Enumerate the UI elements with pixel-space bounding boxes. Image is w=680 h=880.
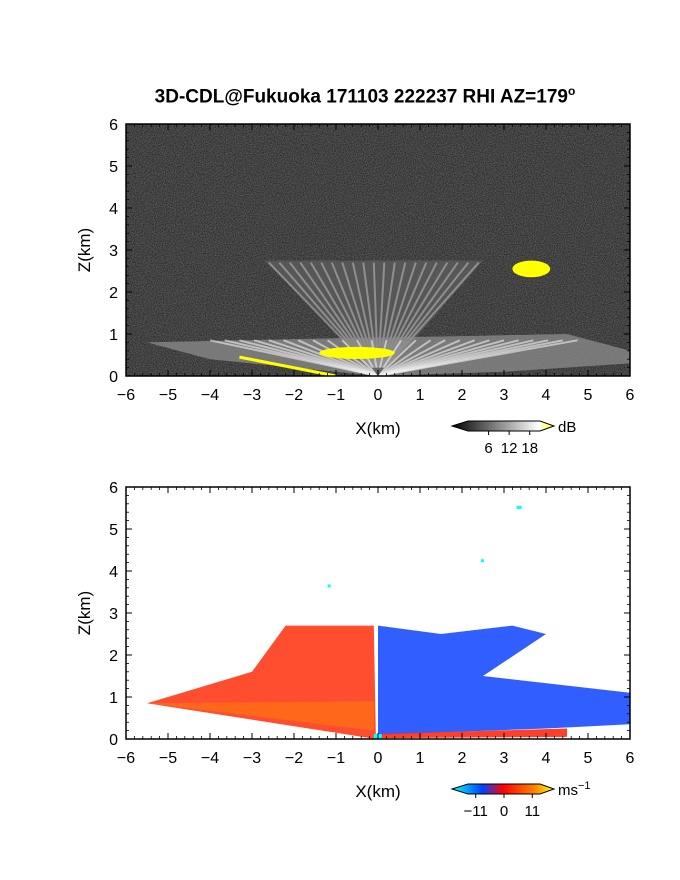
x-tick-label: −1 [327, 750, 345, 767]
x-axis-label: X(km) [355, 782, 400, 801]
y-tick-label: 4 [109, 564, 118, 581]
y-tick-label: 2 [109, 285, 118, 302]
x-tick-label: 1 [416, 750, 425, 767]
echo-ray [377, 339, 578, 376]
x-tick-label: −5 [159, 387, 177, 404]
surface-echo [239, 355, 337, 376]
positive-velocity-layer [147, 701, 374, 731]
colorbar-tick-label: 0 [500, 803, 508, 820]
reflectivity-field [126, 124, 630, 376]
colorbar-tick-label: −11 [464, 803, 488, 820]
y-axis-label: Z(km) [75, 591, 94, 635]
x-tick-label: −4 [201, 387, 219, 404]
y-tick-label: 0 [109, 369, 118, 386]
echo-ray [297, 339, 379, 376]
echo-ray [377, 339, 432, 376]
colorbar-tick-label: 12 [501, 440, 518, 457]
x-tick-label: −3 [243, 750, 261, 767]
y-tick-label: 2 [109, 648, 118, 665]
y-tick-label: 6 [109, 117, 118, 134]
cloud-echo [512, 260, 551, 278]
x-tick-label: −1 [327, 387, 345, 404]
x-tick-label: 2 [458, 387, 467, 404]
reflectivity-colorbar: dB 6 12 18 [450, 419, 576, 457]
y-tick-label: 5 [109, 159, 118, 176]
y-tick-label: 3 [109, 606, 118, 623]
x-tick-label: −5 [159, 750, 177, 767]
isolated-velocity-point [516, 505, 522, 509]
y-axis-label: Z(km) [75, 228, 94, 272]
echo-ray [283, 339, 379, 376]
velocity-field [126, 487, 630, 739]
x-tick-label: 3 [500, 750, 509, 767]
x-tick-label: −4 [201, 750, 219, 767]
negative-velocity-region [378, 625, 630, 735]
y-tick-label: 3 [109, 243, 118, 260]
y-tick-label: 0 [109, 732, 118, 749]
x-tick-label: 0 [374, 750, 383, 767]
echo-ray [377, 339, 417, 376]
colorbar-tick-label: 18 [521, 440, 538, 457]
x-tick-label: 6 [626, 750, 635, 767]
x-tick-label: 4 [542, 387, 551, 404]
isolated-velocity-point [480, 559, 484, 563]
colorbar-tick-label: 6 [484, 440, 492, 457]
chart-title: 3D-CDL@Fukuoka 171103 222237 RHI AZ=179o [154, 84, 576, 108]
x-tick-label: 4 [542, 750, 551, 767]
x-tick-label: 6 [626, 387, 635, 404]
x-tick-label: 2 [458, 750, 467, 767]
velocity-colorbar: ms−1 −11 0 11 [450, 780, 591, 820]
x-tick-label: 5 [584, 750, 593, 767]
x-tick-label: −2 [285, 387, 303, 404]
colorbar-unit: dB [558, 419, 576, 436]
velocity-panel: −6 −5 −4 −3 −2 −1 0 1 2 3 4 5 6 0 1 2 3 4 5 6 X(km) Z(km) [75, 480, 635, 801]
x-tick-label: −6 [117, 387, 135, 404]
high-echo-patch [319, 346, 395, 359]
x-axis-label: X(km) [355, 419, 400, 438]
y-tick-label: 1 [109, 690, 118, 707]
y-tick-label: 5 [109, 522, 118, 539]
y-tick-label: 6 [109, 480, 118, 497]
colorbar-tick-label: 11 [524, 803, 540, 820]
y-tick-label: 4 [109, 201, 118, 218]
x-tick-label: 1 [416, 387, 425, 404]
x-tick-label: −2 [285, 750, 303, 767]
x-tick-label: 5 [584, 387, 593, 404]
colorbar-unit: ms−1 [558, 780, 591, 799]
x-tick-label: −6 [117, 750, 135, 767]
reflectivity-panel: −6 −5 −4 −3 −2 −1 0 1 2 3 4 5 6 0 1 2 3 4 5 6 X(km) Z(km) [75, 117, 635, 438]
x-tick-label: −3 [243, 387, 261, 404]
y-tick-label: 1 [109, 327, 118, 344]
isolated-velocity-point [327, 584, 331, 588]
x-tick-label: 3 [500, 387, 509, 404]
x-tick-label: 0 [374, 387, 383, 404]
surface-positive-velocity [378, 728, 567, 739]
